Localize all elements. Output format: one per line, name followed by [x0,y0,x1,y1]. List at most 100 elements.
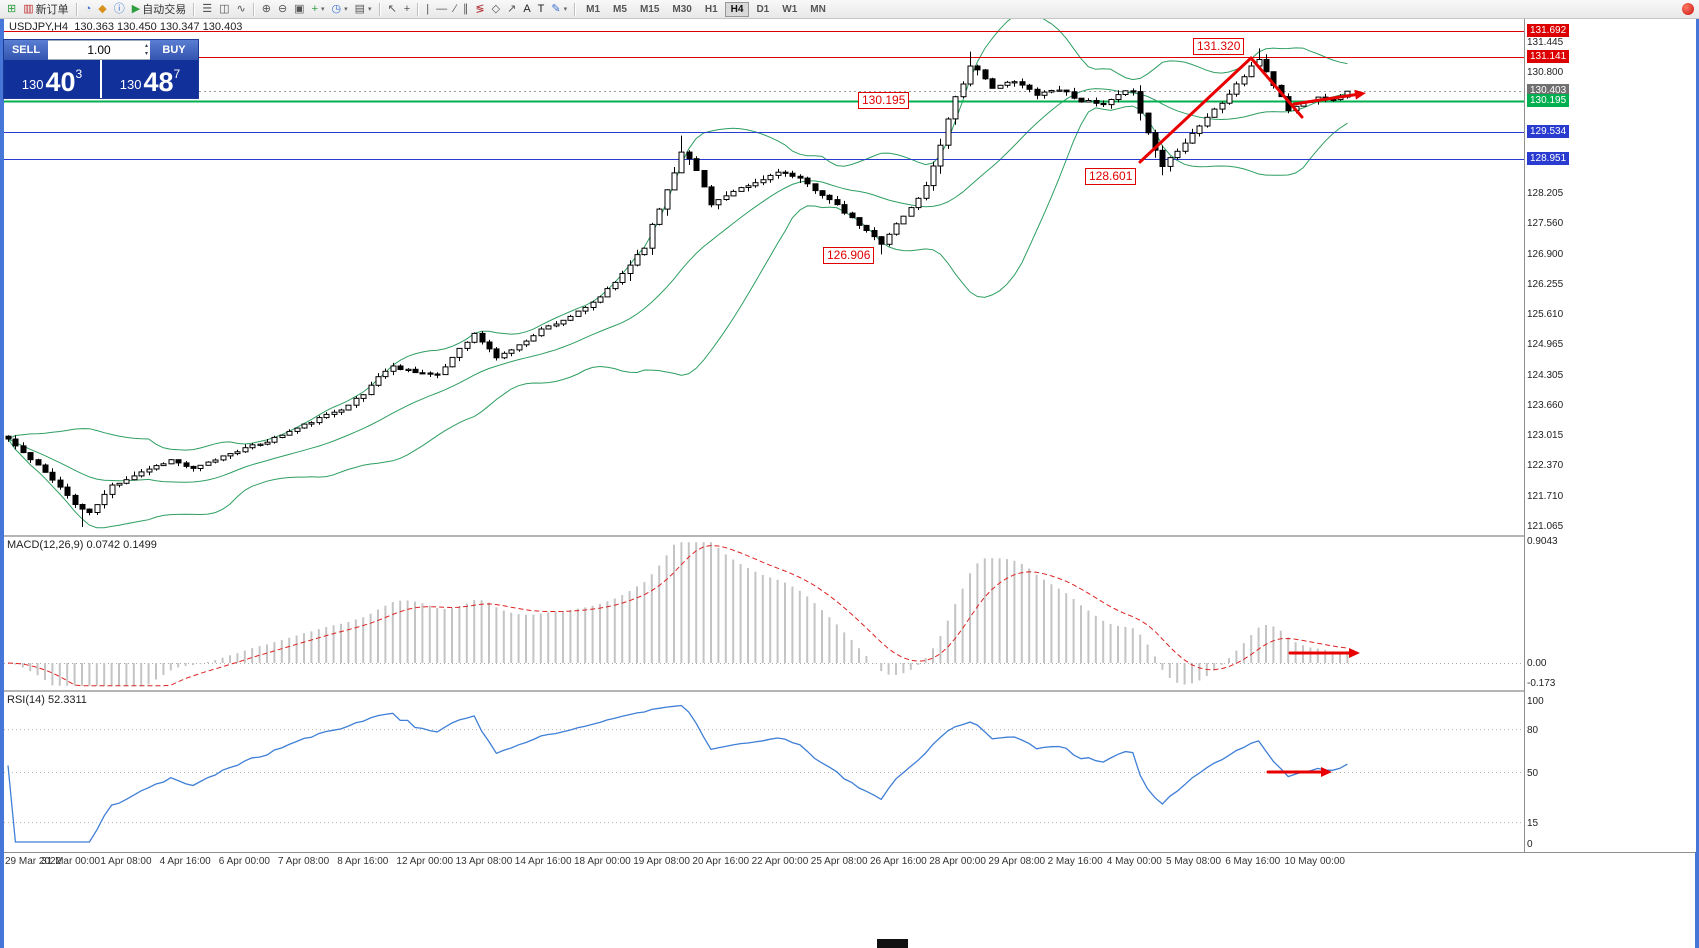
toolbar-separator [75,2,78,16]
time-axis-label: 19 Apr 08:00 [633,856,690,867]
macd-chart[interactable] [4,537,1524,690]
periods-icon[interactable]: ◷ ▾ [329,1,351,17]
price-scale-label: 50 [1527,768,1539,779]
new-chart-icon[interactable]: ⊞ [4,1,19,17]
crosshair-icon: + [403,3,411,15]
macd-rsi-splitter[interactable] [4,690,1695,692]
price-scale-label: 128.205 [1527,188,1564,199]
price-scale-label: 125.610 [1527,309,1564,320]
notification-icon[interactable] [1682,3,1694,15]
price-scale-label: -0.173 [1527,678,1556,689]
timeframe-m30[interactable]: M30 [672,3,692,15]
rsi-arrow[interactable] [1266,767,1332,777]
sell-price-big: 40 [45,67,76,97]
trendline-icon: ∕ [454,3,456,15]
time-axis-label: 7 Apr 08:00 [278,856,330,867]
time-axis-label: 31 Mar 00:00 [41,856,101,867]
symbol-ohlc-header: USDJPY,H4 130.363 130.450 130.347 130.40… [9,21,243,33]
time-axis-label: 6 May 16:00 [1225,856,1281,867]
buy-button[interactable]: BUY [150,40,198,60]
price-scale-label: 131.445 [1527,37,1564,48]
sell-button[interactable]: SELL [4,40,48,60]
rsi-label: RSI(14) 52.3311 [7,694,87,706]
alerts-icon[interactable]: ◆ [95,1,109,17]
price-scale-label: 130.800 [1527,67,1564,78]
time-axis-label: 26 Apr 16:00 [870,856,927,867]
time-axis-label: 12 Apr 00:00 [396,856,454,867]
crosshair-icon[interactable]: + [401,1,413,17]
autotrading-button[interactable]: ▶ 自动交易 [129,1,189,17]
macd-arrow[interactable] [1288,648,1360,658]
price-scale-label: 0.00 [1527,658,1547,669]
autotrading-button-label: 自动交易 [142,4,187,16]
bar-chart-icon: ☰ [202,3,213,15]
level-lines[interactable] [4,31,1524,160]
vertical-line-icon[interactable]: | [423,1,432,17]
timeframe-d1[interactable]: D1 [756,3,770,15]
candlestick-chart[interactable] [4,18,1524,535]
timeframe-h4[interactable]: H4 [724,1,750,17]
price-scale-marker: 130.195 [1527,94,1570,107]
time-axis-label: 4 May 00:00 [1106,856,1162,867]
alerts-icon: ◆ [98,3,107,15]
sell-price-display[interactable]: 130 40 3 [4,60,100,98]
templates-icon[interactable]: ▤ ▾ [352,1,375,17]
text-label-icon[interactable]: T [535,1,548,17]
buy-price-display[interactable]: 130 48 7 [102,60,198,98]
cursor-icon[interactable]: ↖ [385,1,400,17]
time-axis-label: 28 Apr 00:00 [929,856,986,867]
market-watch-icon[interactable]: ◔ [82,1,95,17]
rsi-levels [4,729,1524,824]
shapes-icon[interactable]: ◇ [489,1,503,17]
price-scale-column[interactable]: 131.692 131.445 131.141 130.800 130.403 130.1… [1524,18,1696,852]
news-icon[interactable]: ⓘ [111,1,128,17]
timeframe-mn[interactable]: MN [810,3,826,15]
line-chart-icon: ∿ [236,3,246,15]
arrows-icon[interactable]: ↗ [504,1,519,17]
macd-panel[interactable]: MACD(12,26,9) 0.0742 0.1499 [4,537,1524,690]
indicators-icon[interactable]: + ▾ [309,1,328,17]
price-divider [100,60,102,98]
chart-macd-splitter[interactable] [4,535,1695,537]
price-scale-label: 124.305 [1527,370,1564,381]
timeframe-m5[interactable]: M5 [613,3,627,15]
timeframe-h1[interactable]: H1 [704,3,718,15]
new-order-icon: ▥ [23,3,34,15]
horizontal-line-icon[interactable]: — [433,1,450,17]
channel-icon[interactable]: ∥ [460,1,472,17]
timeframe-m1[interactable]: M1 [586,3,601,15]
rsi-chart[interactable] [4,692,1524,852]
main-chart-panel[interactable]: USDJPY,H4 130.363 130.450 130.347 130.40… [3,18,1524,535]
market-watch-icon: ◔ [84,3,92,15]
chevron-down-icon: ▾ [321,6,325,13]
candlestick-chart-icon[interactable]: ◫ [216,1,232,17]
fibonacci-icon[interactable]: ≶ [472,1,487,17]
volume-input[interactable]: 1.00 ▴ ▾ [48,40,150,60]
draw-properties-icon[interactable]: ✎ ▾ [548,1,570,17]
templates-icon: ▤ [354,3,366,15]
timeframe-w1[interactable]: W1 [782,3,798,15]
price-scale-label: 126.255 [1527,279,1564,290]
text-icon[interactable]: A [520,1,533,17]
time-axis-label: 29 Apr 08:00 [988,856,1046,867]
rsi-panel[interactable]: RSI(14) 52.3311 [4,692,1524,852]
price-scale-label: 122.370 [1527,460,1564,471]
volume-spinner[interactable]: ▴ ▾ [144,43,148,57]
zoom-in-icon[interactable]: ⊕ [259,1,274,17]
trend-arrows[interactable] [1138,56,1366,164]
one-click-trading-panel: SELL 1.00 ▴ ▾ BUY 130 40 3 130 48 7 [3,39,199,99]
chevron-down-icon: ▾ [344,6,348,13]
new-order-button[interactable]: ▥ 新订单 [20,1,71,17]
macd-histogram [14,542,1349,686]
timeframe-m15[interactable]: M15 [639,3,660,15]
bar-chart-icon[interactable]: ☰ [199,1,215,17]
trendline-icon[interactable]: ∕ [451,1,459,17]
main-toolbar: ⊞ ▥ 新订单 ◔ ◆ ⓘ ▶ 自动交易 ☰ ◫ ∿ ⊕ ⊖ ▣ + ▾ ◷ ▾ ▤ ▾ ↖ + | — ∕ ∥ ≶ ◇ ↗ A T ✎ ▾ M1… [0,0,1699,19]
zoom-out-icon[interactable]: ⊖ [275,1,290,17]
time-axis[interactable]: 29 Mar 2022 31 Mar 00:00 1 Apr 08:00 4 Apr … [4,852,1695,871]
line-chart-icon[interactable]: ∿ [234,1,249,17]
tile-windows-icon[interactable]: ▣ [291,1,307,17]
channel-icon: ∥ [462,3,469,15]
candles [5,48,1351,527]
time-axis-label: 29 Mar 2022 [5,856,62,867]
